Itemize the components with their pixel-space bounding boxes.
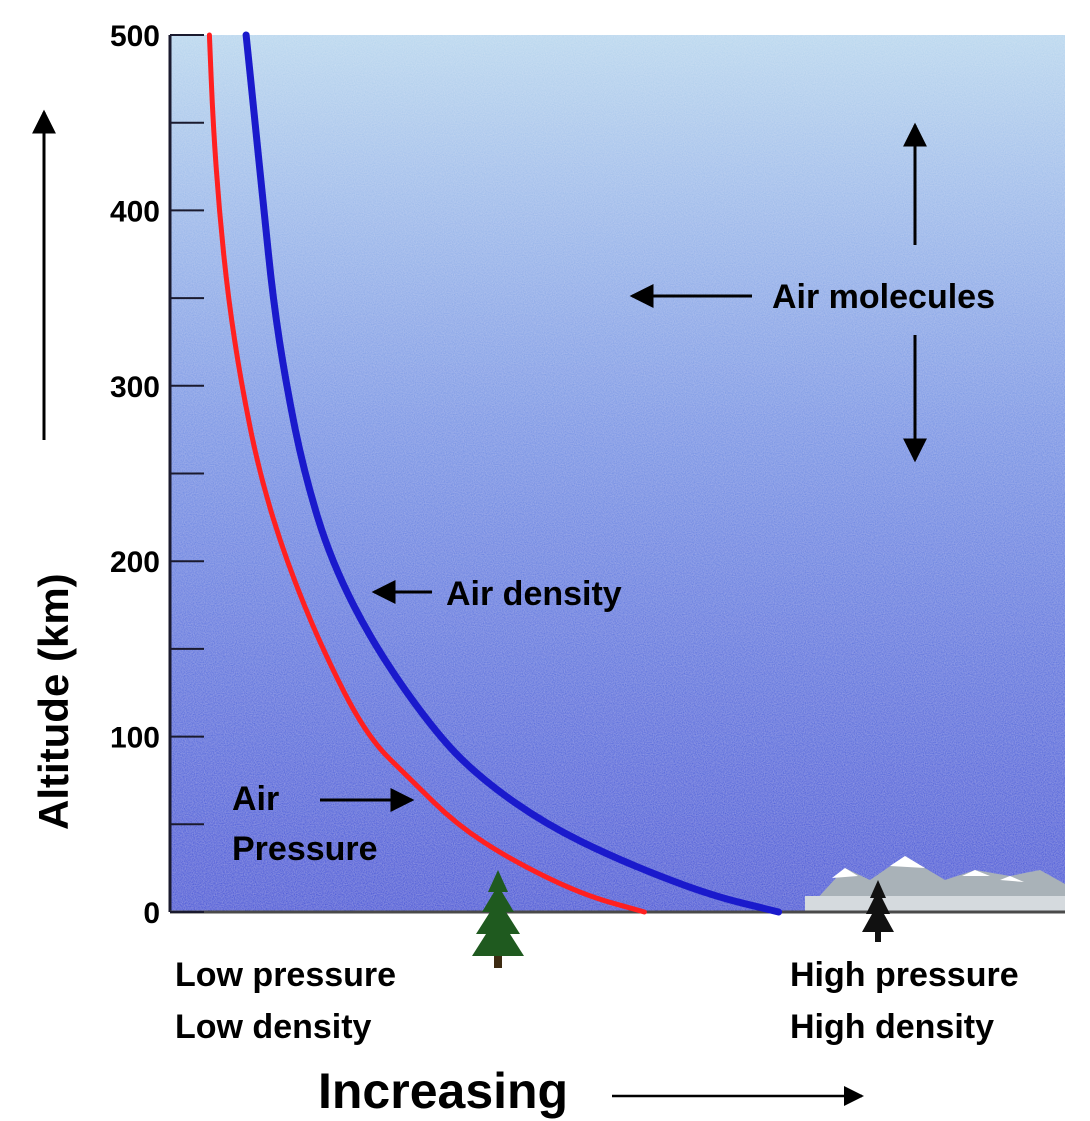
- y-tick-label: 300: [110, 371, 160, 404]
- y-tick-label: 500: [110, 20, 160, 53]
- y-tick-label: 200: [110, 546, 160, 579]
- y-ticks: [170, 34, 204, 913]
- x-axis-title: Increasing: [318, 1063, 568, 1119]
- air-density-label: Air density: [446, 575, 622, 613]
- air-density-annotation: Air density: [371, 575, 622, 613]
- air-pressure-label-line2: Pressure: [232, 830, 378, 868]
- y-tick-label: 0: [143, 897, 160, 930]
- air-molecules-label: Air molecules: [772, 278, 995, 316]
- high-density-label: High density: [790, 1008, 994, 1046]
- y-tick-label: 400: [110, 195, 160, 228]
- air-pressure-line: [206, 32, 647, 915]
- y-axis-title: Altitude (km): [30, 573, 77, 830]
- air-density-line: [242, 31, 783, 916]
- series-group: [206, 31, 783, 916]
- air-molecules-annotation: Air molecules: [629, 122, 995, 463]
- y-axis-title-group: Altitude (km): [30, 109, 77, 830]
- tree-icon: [472, 870, 524, 968]
- high-pressure-label: High pressure: [790, 956, 1019, 994]
- y-tick-labels: 0 100 200 300 400 500: [110, 20, 160, 930]
- air-pressure-label-line1: Air: [232, 780, 279, 818]
- low-density-label: Low density: [175, 1008, 372, 1046]
- small-tree-icon: [862, 880, 894, 942]
- y-tick-label: 100: [110, 722, 160, 755]
- air-pressure-annotation: Air Pressure: [232, 780, 415, 868]
- low-pressure-label: Low pressure: [175, 956, 396, 994]
